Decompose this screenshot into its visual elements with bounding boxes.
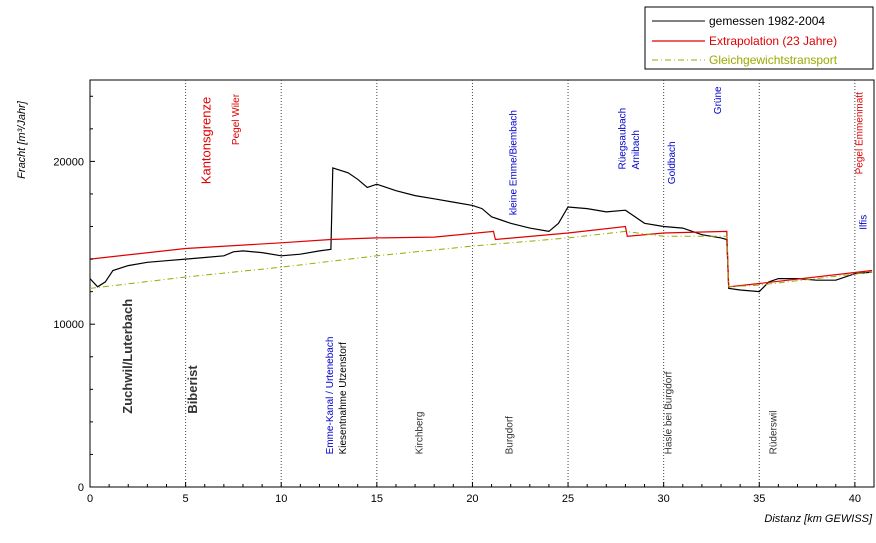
series-line-0 [89,167,873,293]
annotation-11: Goldbach [667,141,678,184]
annotation-16: Ilfis [858,215,869,230]
x-tick-label-6: 30 [658,493,670,505]
annotation-0: Zuchwil/Luterbach [120,299,135,414]
annotation-13: Hasle bei Burgdorf [663,371,674,454]
x-tick-label-3: 15 [371,493,383,505]
x-tick-label-1: 5 [183,493,189,505]
y-axis-title: Fracht [m³/Jahr] [16,100,28,179]
legend-box [644,6,874,70]
x-tick-label-0: 0 [87,493,93,505]
annotation-2: Kantonsgrenze [199,97,214,184]
legend-label-extrapolation: Extrapolation (23 Jahre) [709,34,837,48]
annotation-8: kleine Emme/Biembach [508,110,519,215]
x-tick-label-5: 25 [562,493,574,505]
x-tick-label-7: 35 [753,493,765,505]
annotation-7: Burgdorf [505,416,516,455]
y-tick-label-0: 0 [78,482,84,494]
annotation-6: Kirchberg [415,412,426,455]
y-tick-label-1: 10000 [53,319,84,331]
annotation-9: Rüegsaubach [617,108,628,170]
annotation-12: Grüne [713,86,724,114]
legend: gemessen 1982-2004 Extrapolation (23 Jah… [644,6,874,70]
annotation-5: Kiesentnahme Utzenstorf [338,342,349,455]
plot-area [89,79,875,488]
x-tick-label-2: 10 [275,493,287,505]
series-lines [89,167,873,293]
annotation-4: Emme-Kanal / Urtenebach [325,337,336,455]
series-line-2 [89,230,873,289]
annotation-3: Pegel Wiler [231,93,242,145]
y-tick-label-2: 20000 [53,156,84,168]
x-tick-label-8: 40 [849,493,861,505]
series-line-1 [89,225,873,288]
x-tick-label-4: 20 [466,493,478,505]
legend-label-measured: gemessen 1982-2004 [709,14,825,28]
axis-ticks: 0 5 10 15 20 25 30 35 40 0 10000 20000 [53,95,861,505]
annotation-1: Biberist [185,365,200,414]
legend-label-equilibrium: Gleichgewichtstransport [709,53,838,67]
x-axis-title: Distanz [km GEWISS] [764,513,873,525]
annotations: Zuchwil/Luterbach Biberist Kantonsgrenze Pe… [120,86,869,454]
vertical-markers [185,80,856,487]
annotation-14: Rüderswil [769,410,780,454]
annotation-10: Arnibach [631,130,642,169]
annotation-15: Pegel Emmenmatt [855,92,866,174]
